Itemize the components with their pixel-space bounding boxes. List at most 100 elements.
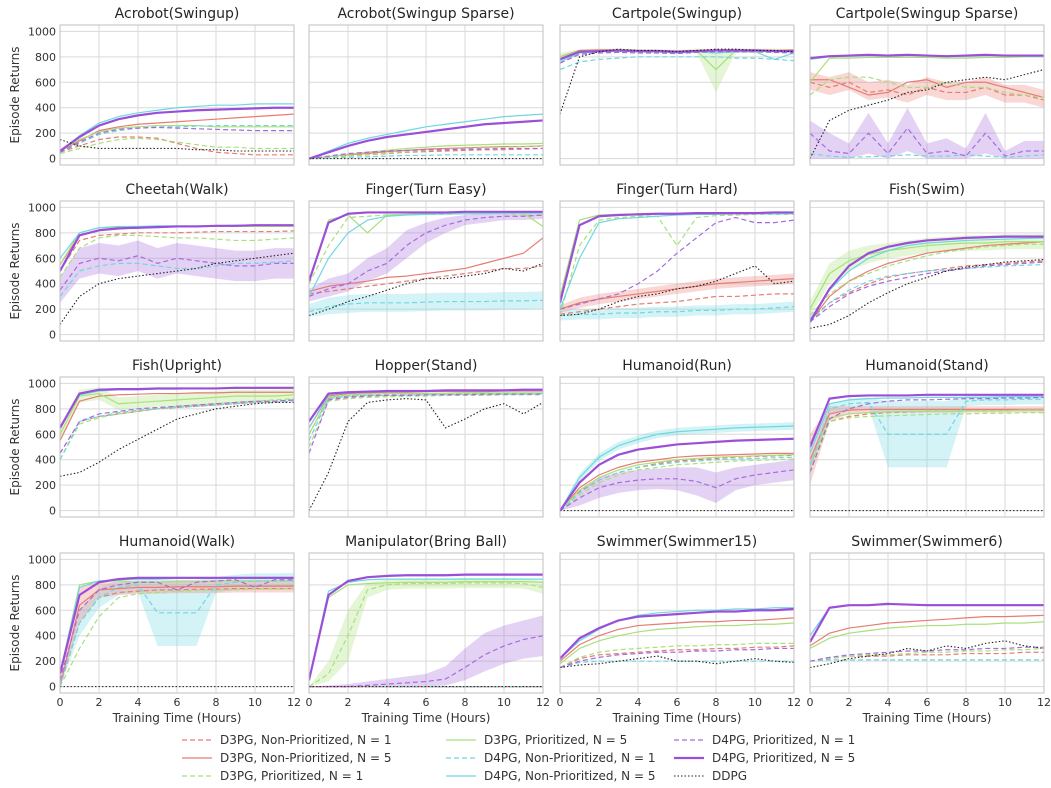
series-line	[810, 393, 1044, 448]
y-tick-label: 800	[35, 51, 56, 64]
legend-item: D3PG, Non-Prioritized, N = 1	[180, 731, 391, 749]
panel-title: Fish(Swim)	[889, 182, 965, 198]
x-tick-label: 10	[748, 696, 762, 709]
y-tick-label: 800	[35, 227, 56, 240]
series-line	[309, 582, 543, 688]
x-axis-label: Training Time (Hours)	[361, 711, 491, 725]
series-line	[309, 581, 543, 681]
series-line	[60, 386, 294, 429]
panel: Humanoid(Run)	[559, 358, 795, 518]
series-line	[810, 640, 1044, 669]
panel-border	[559, 376, 795, 518]
x-tick-label: 2	[846, 696, 853, 709]
legend-swatch	[446, 739, 476, 741]
series-line	[60, 579, 294, 687]
y-tick-label: 1000	[28, 201, 56, 214]
panel-title: Swimmer(Swimmer6)	[851, 534, 1003, 550]
series-line	[560, 622, 794, 665]
plot-area	[60, 224, 294, 325]
series-line	[560, 607, 794, 660]
plot-area	[309, 113, 543, 160]
panel: Swimmer(Swimmer6) 0 2 4 6 8 10 12 Training Time …	[807, 534, 1051, 725]
series-line	[560, 660, 794, 669]
legend-swatch	[182, 739, 212, 741]
confidence-band	[810, 406, 1044, 486]
panel-border	[809, 376, 1045, 518]
series-line	[810, 261, 1044, 323]
x-tick-label: 0	[807, 696, 814, 709]
series-line	[810, 79, 1044, 99]
series-line	[560, 437, 794, 512]
y-tick-label: 600	[35, 428, 56, 441]
confidence-band	[309, 212, 543, 302]
y-tick-label: 1000	[28, 377, 56, 390]
confidence-band	[309, 577, 543, 687]
confidence-band	[560, 48, 794, 93]
series-line	[309, 392, 543, 441]
series-line	[810, 621, 1044, 649]
plot-area	[810, 53, 1044, 159]
confidence-band	[810, 72, 1044, 108]
y-tick-label: 400	[35, 454, 56, 467]
panel: Acrobot(Swingup) 0 200 400 600 800 1000 Episode…	[8, 6, 295, 166]
series-line	[810, 76, 1044, 99]
series-line	[309, 119, 543, 160]
series-line	[560, 211, 794, 304]
x-tick-label: 12	[536, 696, 550, 709]
series-line	[560, 425, 794, 511]
panel-border	[59, 376, 295, 518]
series-line	[60, 252, 294, 325]
series-line	[60, 113, 294, 152]
series-line	[560, 454, 794, 512]
series-line	[810, 396, 1044, 473]
plot-area	[60, 386, 294, 477]
y-axis-label: Episode Returns	[8, 574, 22, 671]
x-tick-label: 6	[924, 696, 931, 709]
x-tick-label: 4	[384, 696, 391, 709]
y-tick-label: 400	[35, 630, 56, 643]
legend-item: D4PG, Prioritized, N = 5	[672, 749, 855, 767]
x-tick-label: 4	[135, 696, 142, 709]
panel: Acrobot(Swingup Sparse)	[308, 6, 544, 166]
panel: Finger(Turn Easy)	[308, 182, 544, 342]
y-tick-label: 600	[35, 604, 56, 617]
panel-border	[809, 552, 1045, 694]
legend-swatch	[182, 775, 212, 777]
series-line	[60, 103, 294, 152]
legend-label: D4PG, Non-Prioritized, N = 5	[484, 769, 656, 783]
x-tick-label: 0	[557, 696, 564, 709]
series-line	[560, 452, 794, 512]
x-tick-label: 2	[345, 696, 352, 709]
y-tick-label: 200	[35, 479, 56, 492]
confidence-band	[560, 422, 794, 511]
series-line	[60, 401, 294, 477]
series-line	[60, 399, 294, 454]
x-tick-label: 8	[462, 696, 469, 709]
series-line	[560, 456, 794, 512]
series-line	[60, 224, 294, 272]
x-tick-label: 0	[57, 696, 64, 709]
series-line	[309, 299, 543, 313]
x-tick-label: 4	[885, 696, 892, 709]
x-axis-label: Training Time (Hours)	[112, 711, 242, 725]
series-line	[560, 306, 794, 317]
y-tick-label: 800	[35, 579, 56, 592]
series-line	[60, 260, 294, 297]
confidence-band	[60, 572, 294, 687]
series-line	[309, 147, 543, 160]
legend-label: D4PG, Prioritized, N = 5	[712, 751, 856, 765]
series-line	[810, 408, 1044, 460]
panel: Cartpole(Swingup Sparse)	[809, 6, 1045, 166]
confidence-band	[60, 579, 294, 687]
series-line	[810, 614, 1044, 647]
legend-label: D4PG, Prioritized, N = 1	[712, 733, 856, 747]
series-line	[560, 56, 794, 71]
legend-label: D3PG, Non-Prioritized, N = 1	[220, 733, 392, 747]
series-line	[810, 241, 1044, 310]
confidence-band	[309, 615, 543, 687]
y-tick-label: 600	[35, 76, 56, 89]
plot-area	[309, 210, 543, 317]
series-line	[60, 137, 294, 155]
legend-swatch	[182, 757, 212, 759]
